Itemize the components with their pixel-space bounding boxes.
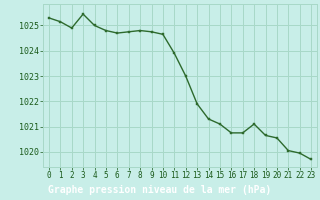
- Text: Graphe pression niveau de la mer (hPa): Graphe pression niveau de la mer (hPa): [48, 185, 272, 195]
